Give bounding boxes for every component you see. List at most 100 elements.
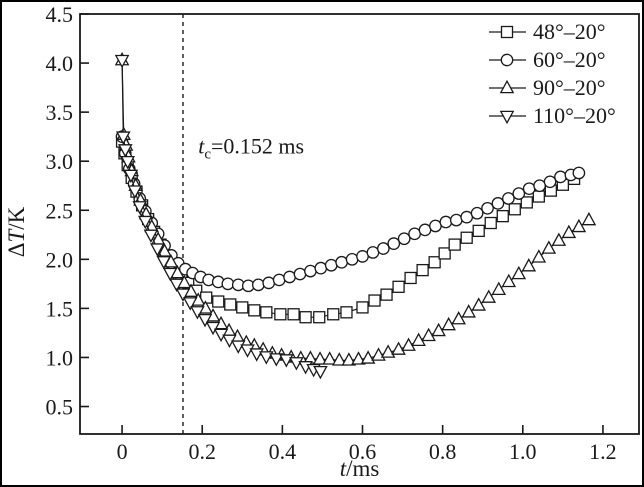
circle-marker (272, 273, 286, 287)
circle-marker (512, 187, 526, 200)
square-marker (299, 311, 312, 324)
square-marker (327, 308, 340, 321)
circle-marker (572, 166, 586, 180)
circle-marker (500, 53, 514, 67)
x-tick-label: 0.4 (269, 439, 297, 464)
circle-marker (366, 246, 380, 259)
legend-label: 90°–20° (533, 75, 606, 100)
circle-marker (460, 210, 474, 224)
square-marker (416, 263, 429, 277)
triangle-up-marker (322, 351, 337, 365)
square-marker (236, 301, 249, 314)
y-tick-label: 1.5 (46, 296, 74, 321)
square-marker (380, 288, 393, 301)
triangle-down-marker (182, 297, 198, 311)
legend: 48°–20° 60°–20° 90°–20° 110°–20° (489, 19, 616, 128)
y-tick-label: 1.0 (46, 345, 74, 370)
circle-marker (345, 252, 359, 266)
square-marker (472, 224, 485, 238)
y-tick-label: 4.0 (46, 51, 74, 76)
triangle-up-marker (411, 332, 426, 347)
triangle-down-marker (150, 243, 165, 257)
triangle-down-marker (240, 344, 255, 358)
triangle-up-marker (401, 337, 416, 351)
square-marker (368, 294, 381, 307)
square-marker (212, 295, 225, 308)
circle-marker (522, 182, 536, 196)
circle-marker (429, 219, 442, 233)
legend-label: 60°–20° (533, 47, 606, 72)
square-marker (274, 308, 287, 321)
legend-label: 48°–20° (533, 19, 606, 44)
x-tick-label: 1.0 (509, 439, 537, 464)
triangle-down-marker (190, 306, 205, 320)
circle-marker (449, 213, 463, 227)
triangle-down-marker (205, 321, 221, 336)
square-marker (340, 306, 353, 319)
triangle-up-marker (421, 327, 436, 342)
circle-marker (283, 270, 296, 284)
triangle-up-marker (491, 281, 507, 295)
circle-marker (314, 261, 328, 275)
y-tick-label: 3.5 (46, 100, 74, 125)
triangle-down-marker (230, 340, 246, 354)
series-triangle-up (114, 51, 597, 366)
y-tick-label: 4.5 (46, 2, 74, 27)
triangle-down-marker (197, 313, 213, 328)
circle-marker (533, 179, 546, 193)
triangle-up-marker (571, 218, 587, 233)
triangle-up-marker (341, 352, 357, 366)
square-marker (428, 256, 441, 269)
square-marker (532, 190, 545, 203)
triangle-down-marker (175, 288, 191, 302)
square-marker (224, 298, 237, 311)
triangle-up-marker (461, 304, 476, 318)
y-axis-label: ΔT/K (4, 206, 29, 257)
circle-marker (481, 201, 494, 215)
x-tick-label: 0 (117, 439, 128, 464)
circle-marker (470, 206, 484, 220)
square-marker (500, 25, 514, 39)
triangle-down-marker (289, 357, 304, 371)
legend-entry: 48°–20° (489, 19, 606, 44)
square-marker (496, 209, 509, 223)
triangle-up-marker (521, 258, 537, 272)
circle-marker (502, 192, 515, 205)
triangle-up-marker (331, 352, 347, 366)
triangle-down-marker (259, 351, 274, 365)
legend-label: 110°–20° (533, 103, 616, 128)
circle-marker (324, 258, 338, 272)
triangle-down-marker (114, 54, 130, 69)
series-triangle-down (114, 54, 328, 380)
triangle-up-marker (391, 341, 406, 355)
triangle-down-marker (313, 365, 328, 380)
triangle-down-marker (156, 256, 172, 270)
circle-marker (335, 255, 349, 269)
circle-marker (293, 267, 307, 281)
legend-entry: 60°–20° (489, 47, 606, 72)
square-marker (404, 271, 417, 285)
circle-marker (554, 170, 567, 184)
y-tick-label: 2.0 (46, 247, 74, 272)
square-marker (356, 301, 369, 314)
plot-border (79, 13, 640, 435)
triangle-down-marker (143, 229, 159, 243)
y-tick-label: 0.5 (46, 395, 74, 420)
square-marker (313, 311, 326, 324)
square-marker (460, 231, 473, 244)
y-tick-label: 2.5 (46, 198, 74, 223)
triangle-up-marker (511, 265, 527, 280)
triangle-down-marker (127, 185, 143, 199)
triangle-down-marker (117, 144, 133, 158)
circle-marker (376, 242, 390, 255)
circle-marker (387, 237, 401, 250)
triangle-down-marker (120, 155, 135, 170)
triangle-up-marker (551, 232, 567, 246)
square-marker (287, 308, 300, 321)
square-marker (392, 280, 405, 293)
circle-marker (356, 250, 369, 263)
y-tick-label: 3.0 (46, 149, 74, 174)
triangle-up-marker (581, 211, 597, 226)
triangle-up-marker (501, 273, 517, 288)
